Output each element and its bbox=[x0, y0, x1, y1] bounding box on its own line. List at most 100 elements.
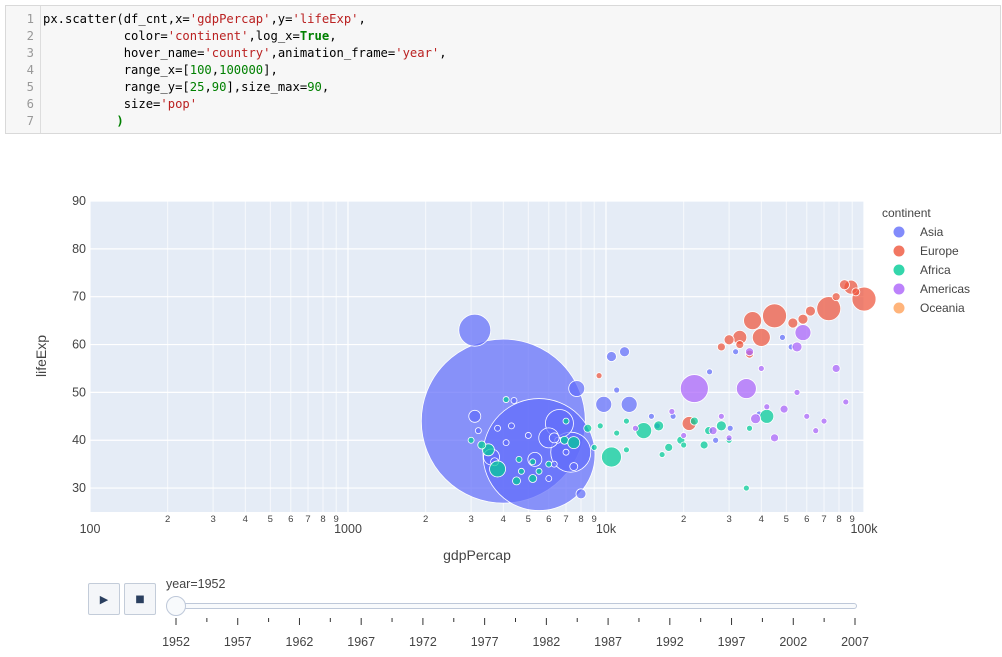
code-text: range_y=[25,90],size_max=90, bbox=[43, 80, 330, 94]
data-point-africa bbox=[653, 420, 665, 432]
y-tick-label: 30 bbox=[72, 481, 86, 495]
line-number: 6 bbox=[26, 97, 34, 111]
slider-year-label: 1982 bbox=[532, 635, 560, 649]
data-point-americas bbox=[831, 364, 841, 373]
code-line: 6 size='pop' bbox=[6, 96, 1000, 113]
data-point-africa bbox=[742, 484, 750, 492]
slider-year-label: 1987 bbox=[594, 635, 622, 649]
x-minor-tick-label: 2 bbox=[681, 514, 686, 525]
data-point-africa bbox=[515, 455, 523, 463]
y-axis-title: lifeExp bbox=[33, 335, 49, 377]
code-editor[interactable]: 1 px.scatter(df_cnt,x='gdpPercap',y='life… bbox=[6, 11, 1000, 130]
x-minor-tick-label: 9 bbox=[334, 514, 339, 525]
data-point-americas bbox=[770, 433, 779, 443]
play-button[interactable]: ▶ bbox=[88, 583, 120, 615]
x-minor-tick-label: 6 bbox=[546, 514, 551, 525]
data-point-europe bbox=[805, 305, 816, 317]
data-point-americas bbox=[794, 324, 812, 341]
data-point-africa bbox=[528, 474, 538, 483]
data-point-europe bbox=[735, 340, 745, 349]
data-point-europe bbox=[787, 317, 799, 329]
data-point-africa bbox=[567, 436, 581, 450]
x-minor-tick-label: 8 bbox=[320, 514, 325, 525]
data-point-africa bbox=[535, 467, 543, 475]
data-point-africa bbox=[467, 436, 475, 444]
data-point-americas bbox=[717, 412, 725, 420]
data-point-africa bbox=[601, 446, 622, 468]
data-point-africa bbox=[545, 460, 553, 468]
data-point-americas bbox=[745, 347, 754, 357]
legend-item-oceania: Oceania bbox=[920, 301, 965, 315]
x-minor-tick-label: 5 bbox=[526, 514, 531, 525]
x-tick-label: 100 bbox=[80, 522, 101, 536]
data-point-asia bbox=[494, 424, 501, 432]
legend-item-europe: Europe bbox=[920, 244, 959, 258]
legend-item-americas: Americas bbox=[920, 282, 970, 296]
data-point-europe bbox=[723, 334, 735, 346]
y-tick-label: 70 bbox=[72, 290, 86, 304]
code-cell[interactable]: 1 px.scatter(df_cnt,x='gdpPercap',y='life… bbox=[5, 5, 1001, 134]
x-minor-tick-label: 3 bbox=[726, 514, 731, 525]
data-point-asia bbox=[458, 313, 492, 347]
data-point-americas bbox=[820, 417, 828, 425]
data-point-europe bbox=[762, 303, 787, 329]
year-slider-handle[interactable] bbox=[166, 596, 186, 616]
x-minor-tick-label: 2 bbox=[165, 514, 170, 525]
data-point-americas bbox=[725, 434, 733, 442]
data-point-africa bbox=[529, 458, 537, 466]
x-tick-label: 10k bbox=[596, 522, 617, 536]
code-text: hover_name='country',animation_frame='ye… bbox=[43, 46, 447, 60]
data-point-americas bbox=[791, 341, 803, 353]
data-point-americas bbox=[680, 432, 688, 439]
data-point-asia bbox=[712, 436, 720, 444]
data-point-americas bbox=[750, 413, 761, 425]
code-text: color='continent',log_x=True, bbox=[43, 29, 337, 43]
x-minor-tick-label: 4 bbox=[243, 514, 248, 525]
code-text: px.scatter(df_cnt,x='gdpPercap',y='lifeE… bbox=[43, 12, 366, 26]
code-text: ) bbox=[43, 114, 124, 128]
data-point-americas bbox=[679, 374, 709, 403]
slider-year-label: 2007 bbox=[841, 635, 869, 649]
code-line: 1 px.scatter(df_cnt,x='gdpPercap',y='life… bbox=[6, 11, 1000, 28]
legend[interactable]: Asia Europe Africa Americas Oceania bbox=[893, 225, 971, 315]
data-point-asia bbox=[648, 412, 655, 420]
x-minor-tick-label: 5 bbox=[268, 514, 273, 525]
legend-marker-americas bbox=[893, 283, 905, 295]
data-point-americas bbox=[735, 378, 757, 399]
data-point-africa bbox=[623, 446, 630, 454]
y-tick-label: 90 bbox=[72, 194, 86, 208]
x-axis-title: gdpPercap bbox=[443, 547, 511, 563]
x-minor-tick-label: 4 bbox=[501, 514, 506, 525]
data-point-europe bbox=[595, 372, 603, 380]
data-point-africa bbox=[746, 424, 753, 432]
x-minor-tick-label: 7 bbox=[305, 514, 310, 525]
code-line: 5 range_y=[25,90],size_max=90, bbox=[6, 79, 1000, 96]
data-point-asia bbox=[474, 427, 482, 435]
stop-button[interactable]: ■ bbox=[124, 583, 156, 615]
legend-marker-asia bbox=[893, 226, 905, 238]
line-number-gutter bbox=[6, 6, 41, 133]
data-point-americas bbox=[631, 424, 639, 432]
x-minor-tick-label: 7 bbox=[563, 514, 568, 525]
x-tick-label: 1000 bbox=[334, 522, 362, 536]
data-point-americas bbox=[757, 365, 765, 372]
x-minor-tick-label: 8 bbox=[836, 514, 841, 525]
data-point-americas bbox=[793, 388, 801, 396]
slider-current-value: year=1952 bbox=[166, 577, 226, 591]
slider-year-label: 1952 bbox=[162, 635, 190, 649]
x-minor-tick-label: 8 bbox=[578, 514, 583, 525]
x-minor-tick-label: 4 bbox=[759, 514, 764, 525]
slider-year-label: 1972 bbox=[409, 635, 437, 649]
x-minor-tick-label: 5 bbox=[784, 514, 789, 525]
x-minor-tick-label: 7 bbox=[821, 514, 826, 525]
y-tick-label: 40 bbox=[72, 433, 86, 447]
y-tick-label: 80 bbox=[72, 242, 86, 256]
x-minor-tick-label: 3 bbox=[468, 514, 473, 525]
line-number: 2 bbox=[26, 29, 34, 43]
line-number: 4 bbox=[26, 63, 34, 77]
data-point-americas bbox=[763, 403, 771, 411]
data-point-europe bbox=[816, 296, 842, 322]
play-icon: ▶ bbox=[99, 592, 109, 606]
y-tick-label: 60 bbox=[72, 338, 86, 352]
